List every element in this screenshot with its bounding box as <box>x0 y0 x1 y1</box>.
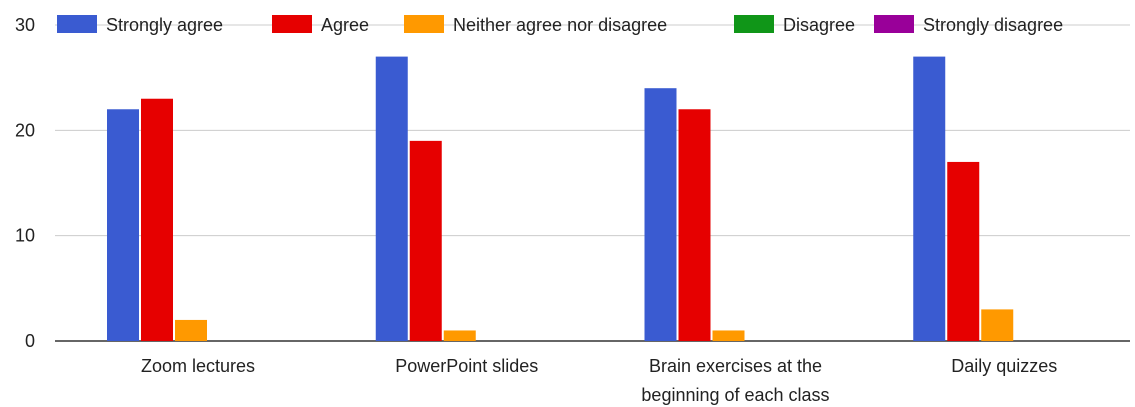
bar <box>712 330 745 341</box>
x-category-label: Zoom lectures <box>141 356 255 376</box>
bar <box>678 109 711 342</box>
legend-swatch <box>874 15 914 33</box>
y-axis-tick-labels: 0 10 20 30 <box>15 15 35 351</box>
legend-label: Strongly agree <box>106 15 223 35</box>
legend-swatch <box>272 15 312 33</box>
y-tick-label: 20 <box>15 120 35 140</box>
bar <box>175 319 207 341</box>
legend-label: Neither agree nor disagree <box>453 15 667 35</box>
bar <box>644 88 677 341</box>
y-tick-label: 30 <box>15 15 35 35</box>
legend-swatch <box>734 15 774 33</box>
bar <box>375 56 408 341</box>
x-axis-category-labels: Zoom lectures PowerPoint slides Brain exer… <box>141 356 1057 405</box>
bar <box>443 330 476 341</box>
x-category-label: Brain exercises at the <box>649 356 822 376</box>
legend: Strongly agree Agree Neither agree nor dis… <box>57 15 1063 35</box>
bar <box>913 56 946 341</box>
y-tick-label: 0 <box>25 331 35 351</box>
legend-swatch <box>57 15 97 33</box>
x-category-label: beginning of each class <box>641 385 829 405</box>
bar <box>409 140 442 341</box>
bar <box>107 109 139 342</box>
legend-label: Agree <box>321 15 369 35</box>
bar <box>947 161 980 341</box>
legend-label: Strongly disagree <box>923 15 1063 35</box>
legend-swatch <box>404 15 444 33</box>
bar <box>141 98 173 341</box>
bars <box>107 56 1014 342</box>
legend-label: Disagree <box>783 15 855 35</box>
x-category-label: Daily quizzes <box>951 356 1057 376</box>
bar <box>981 309 1014 341</box>
x-category-label: PowerPoint slides <box>395 356 538 376</box>
y-tick-label: 10 <box>15 226 35 246</box>
